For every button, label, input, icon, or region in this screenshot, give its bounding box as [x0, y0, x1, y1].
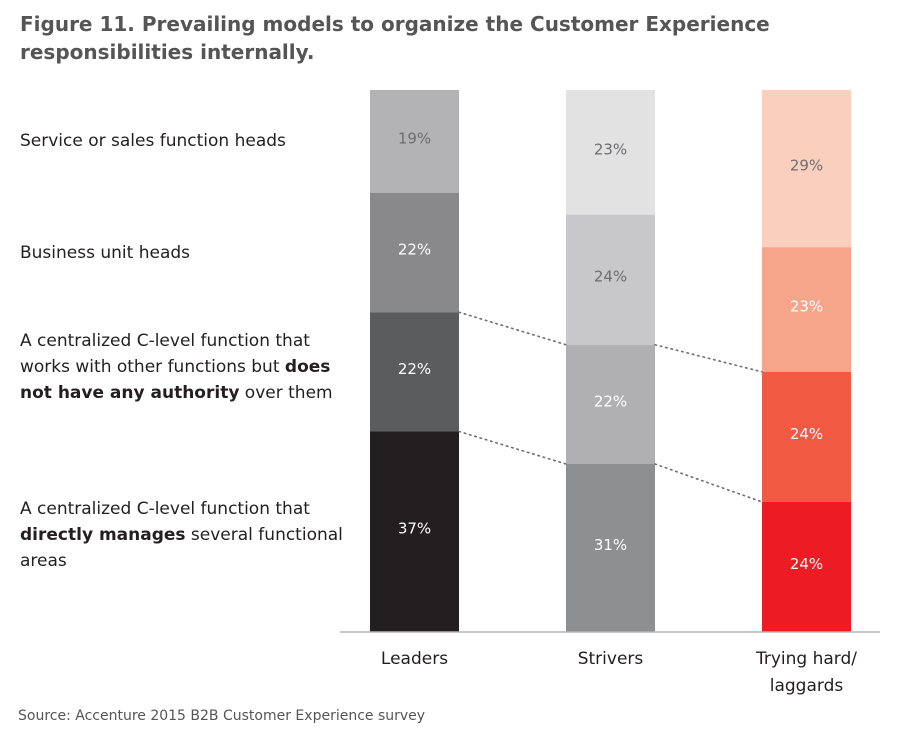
- x-tick-label: laggards: [770, 676, 844, 696]
- bar-segment-2-2: [762, 371, 851, 502]
- value-label-0-3: 37%: [398, 520, 431, 538]
- bar-segment-0-3: [370, 431, 459, 632]
- category-label-part: over them: [239, 383, 333, 403]
- category-label-part: directly manages: [20, 525, 186, 545]
- category-label-part: A centralized C-level function that: [20, 499, 310, 519]
- x-tick-label: Trying hard/: [755, 649, 857, 669]
- x-tick-label: Strivers: [578, 649, 644, 669]
- value-label-1-3: 31%: [594, 536, 627, 554]
- bar-segment-2-3: [762, 501, 851, 632]
- category-label-part: Business unit heads: [20, 243, 191, 263]
- bar-segment-2-1: [762, 247, 851, 372]
- x-tick-label: Leaders: [381, 649, 448, 669]
- value-label-0-1: 22%: [398, 241, 431, 259]
- bar-segment-1-0: [566, 90, 655, 215]
- chart-title: Figure 11. Prevailing models to organize…: [20, 12, 770, 64]
- bar-segment-0-0: [370, 90, 459, 193]
- value-label-0-0: 19%: [398, 129, 431, 147]
- source-note: Source: Accenture 2015 B2B Customer Expe…: [18, 708, 426, 724]
- connector-line: [458, 311, 567, 346]
- category-label-part: several functional areas: [20, 525, 343, 571]
- value-label-0-2: 22%: [398, 360, 431, 378]
- value-label-2-1: 23%: [790, 298, 823, 316]
- connector-line: [654, 343, 763, 373]
- bar-segment-1-2: [566, 344, 655, 464]
- value-label-1-0: 23%: [594, 140, 627, 158]
- value-label-1-1: 24%: [594, 268, 627, 286]
- category-label-part: A centralized C-level function that work…: [20, 331, 310, 377]
- bar-segment-1-3: [566, 463, 655, 632]
- value-label-2-0: 29%: [790, 157, 823, 175]
- category-label-part: does not have any authority: [20, 357, 331, 403]
- value-label-2-2: 24%: [790, 425, 823, 443]
- connector-line: [654, 463, 763, 503]
- category-label-service-sales: Service or sales function heads: [20, 128, 350, 154]
- category-label-centralized-no-authority: A centralized C-level function that work…: [20, 328, 350, 406]
- value-label-1-2: 22%: [594, 392, 627, 410]
- category-label-part: Service or sales function heads: [20, 131, 286, 151]
- bar-segment-0-2: [370, 312, 459, 432]
- category-label-business-unit: Business unit heads: [20, 240, 350, 266]
- bar-segment-1-1: [566, 214, 655, 345]
- connector-line: [458, 430, 567, 465]
- bar-segment-0-1: [370, 192, 459, 313]
- category-label-centralized-directly-manages: A centralized C-level function that dire…: [20, 496, 350, 574]
- value-label-2-3: 24%: [790, 555, 823, 573]
- bar-segment-2-0: [762, 90, 851, 248]
